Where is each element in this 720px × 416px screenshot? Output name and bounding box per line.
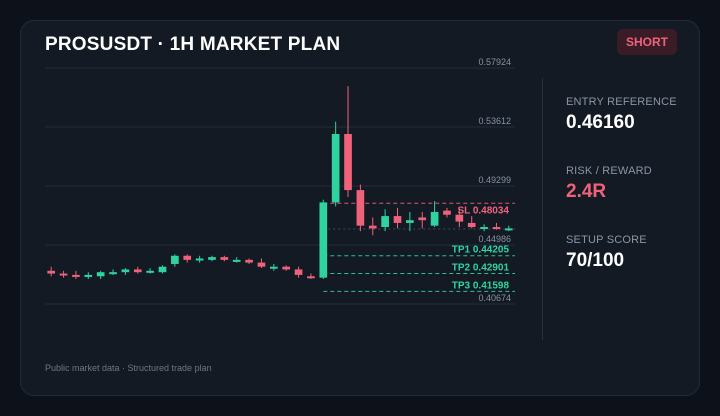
bearish-candle <box>220 257 229 260</box>
y-tick-label: 0.49299 <box>478 175 511 185</box>
bearish-candle <box>245 259 253 263</box>
bullish-candle <box>208 257 216 260</box>
footnote: Public market data · Structured trade pl… <box>45 363 212 373</box>
bearish-candle <box>307 276 315 279</box>
bullish-candle <box>319 202 328 278</box>
bullish-candle <box>406 220 414 223</box>
tp2-level-label: TP2 0.42901 <box>452 263 510 274</box>
bearish-candle <box>47 270 56 274</box>
y-tick-label: 0.44986 <box>478 234 511 244</box>
setup-score-label: SETUP SCORE <box>566 234 647 246</box>
sl-level-label: SL 0.48034 <box>457 205 509 216</box>
bearish-candle <box>356 190 365 226</box>
bullish-candle <box>504 228 513 231</box>
bearish-candle <box>455 214 464 222</box>
y-tick-label: 0.53612 <box>478 116 511 126</box>
market-plan-card: PROSUSDT · 1H MARKET PLAN SHORT 0.57924 0… <box>20 20 700 396</box>
bearish-candle <box>492 227 501 230</box>
bullish-candle <box>480 227 488 230</box>
entry-reference-value: 0.46160 <box>566 112 635 133</box>
bearish-candle <box>59 273 68 276</box>
chart-title: PROSUSDT · 1H MARKET PLAN <box>45 34 341 55</box>
panel-divider <box>542 78 543 340</box>
setup-score-value: 70/100 <box>566 250 625 271</box>
y-tick-label: 0.57924 <box>478 57 511 67</box>
bullish-candle <box>109 272 117 275</box>
bearish-candle <box>294 269 303 275</box>
bullish-candle <box>171 255 179 264</box>
bullish-candle <box>146 270 154 273</box>
risk-reward-label: RISK / REWARD <box>566 165 652 177</box>
bearish-candle <box>418 217 427 221</box>
bearish-candle <box>183 255 192 260</box>
bearish-candle <box>368 225 377 229</box>
direction-badge: SHORT <box>617 29 677 55</box>
bullish-candle <box>430 211 439 226</box>
bearish-candle <box>393 216 402 223</box>
bullish-candle <box>195 258 204 261</box>
bullish-candle <box>381 216 389 228</box>
tp3-level-label: TP3 0.41598 <box>452 280 510 291</box>
risk-reward-value: 2.4R <box>566 181 607 202</box>
candlestick-chart: 0.57924 0.53612 0.49299 0.44986 0.40674 SL 0.… <box>45 57 515 305</box>
bullish-candle <box>121 269 130 273</box>
bearish-candle <box>344 133 352 191</box>
bullish-candle <box>158 266 167 273</box>
tp1-level-label: TP1 0.44205 <box>452 245 510 256</box>
bearish-candle <box>443 210 451 215</box>
entry-reference-label: ENTRY REFERENCE <box>566 96 677 108</box>
bullish-candle <box>331 133 340 203</box>
bearish-candle <box>72 274 80 277</box>
bullish-candle <box>232 259 241 262</box>
bearish-candle <box>282 266 291 270</box>
bullish-candle <box>96 272 105 277</box>
bearish-candle <box>467 222 476 228</box>
y-tick-label: 0.40674 <box>478 293 511 303</box>
bullish-candle <box>84 274 93 277</box>
bearish-candle <box>257 262 266 267</box>
bullish-candle <box>269 266 278 269</box>
bearish-candle <box>133 269 142 273</box>
